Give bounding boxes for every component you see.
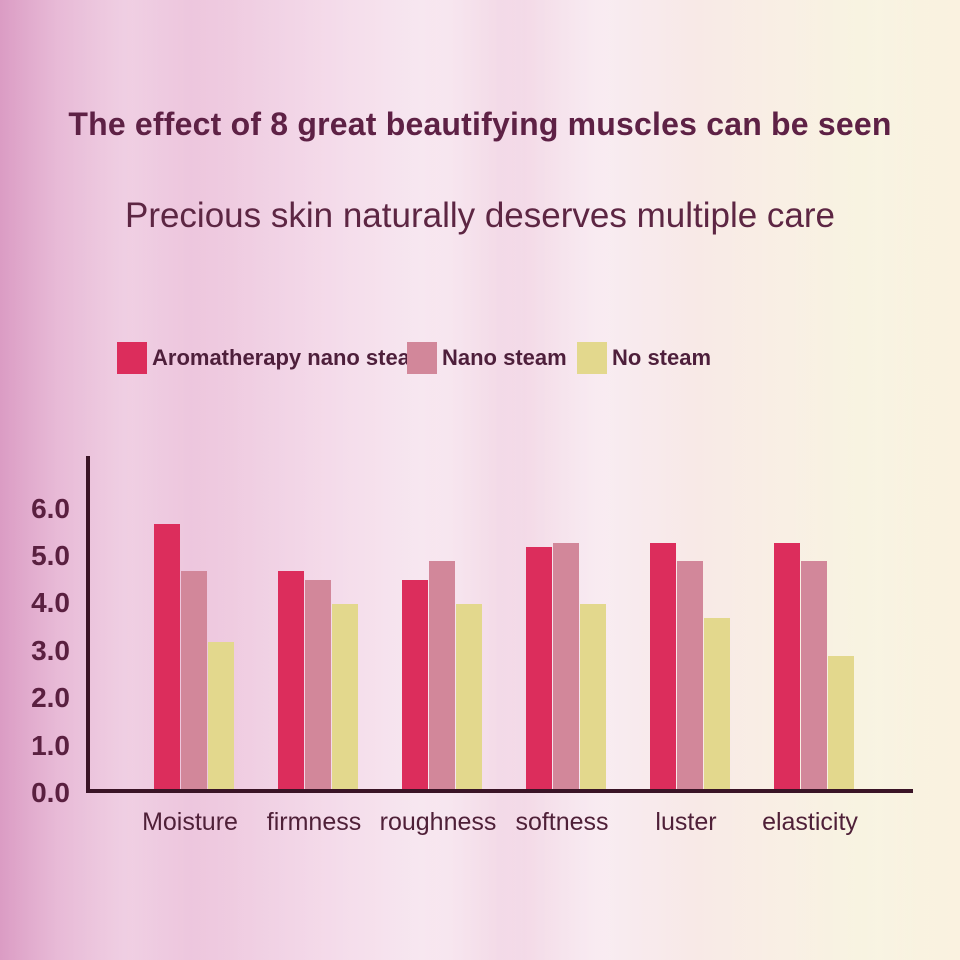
bar-roughness-series-0 — [402, 580, 428, 789]
legend-item-nano-steam: Nano steam — [407, 340, 567, 376]
bar-luster-series-1 — [677, 561, 703, 789]
bar-elasticity-series-0 — [774, 543, 800, 789]
x-tick-label: luster — [655, 808, 717, 836]
y-tick-label: 5.0 — [31, 540, 70, 571]
x-tick-label: firmness — [266, 808, 362, 836]
x-axis: Moisture firmness roughness softness luster e… — [86, 808, 913, 844]
bar-softness-series-2 — [580, 604, 606, 789]
bar-elasticity-series-2 — [828, 656, 854, 789]
y-tick-label: 3.0 — [31, 634, 70, 666]
y-axis: 0.0 1.0 2.0 3.0 4.0 5.0 6.0 — [0, 456, 78, 807]
bar-elasticity-series-1 — [801, 561, 827, 789]
bar-chart: 0.0 1.0 2.0 3.0 4.0 5.0 6.0 Moisture firmness ro… — [0, 456, 960, 860]
plot-area — [86, 456, 913, 793]
y-tick-label: 4.0 — [31, 587, 70, 619]
legend-item-aromatherapy-nano-steam: Aromatherapy nano steam — [117, 340, 430, 376]
y-tick-label: 6.0 — [31, 492, 70, 524]
bar-roughness-series-2 — [456, 604, 482, 789]
y-tick-label: 0.0 — [31, 777, 70, 808]
chart-legend: Aromatherapy nano steam Nano steam No st… — [0, 340, 960, 376]
bar-luster-series-0 — [650, 543, 676, 789]
legend-swatch-icon — [407, 342, 437, 374]
bar-luster-series-2 — [704, 618, 730, 789]
legend-label: Nano steam — [442, 345, 567, 370]
x-tick-label: softness — [515, 808, 609, 836]
bar-moisture-series-0 — [154, 524, 180, 789]
legend-swatch-icon — [577, 342, 607, 374]
x-tick-label: Moisture — [142, 808, 238, 836]
x-tick-label: elasticity — [762, 808, 858, 836]
legend-swatch-icon — [117, 342, 147, 374]
bar-moisture-series-2 — [208, 642, 234, 789]
legend-label: No steam — [612, 345, 712, 370]
bar-softness-series-0 — [526, 547, 552, 789]
bar-firmness-series-1 — [305, 580, 331, 789]
bar-moisture-series-1 — [181, 571, 207, 789]
x-tick-label: roughness — [379, 808, 497, 836]
bar-firmness-series-2 — [332, 604, 358, 789]
y-tick-label: 1.0 — [31, 729, 70, 761]
bar-firmness-series-0 — [278, 571, 304, 789]
page-subtitle: Precious skin naturally deserves multipl… — [124, 196, 836, 235]
y-tick-label: 2.0 — [31, 682, 70, 714]
bar-softness-series-1 — [553, 543, 579, 789]
legend-item-no-steam: No steam — [577, 340, 711, 376]
bar-roughness-series-1 — [429, 561, 455, 789]
page-title: The effect of 8 great beautifying muscle… — [68, 106, 892, 142]
legend-label: Aromatherapy nano steam — [152, 345, 430, 370]
